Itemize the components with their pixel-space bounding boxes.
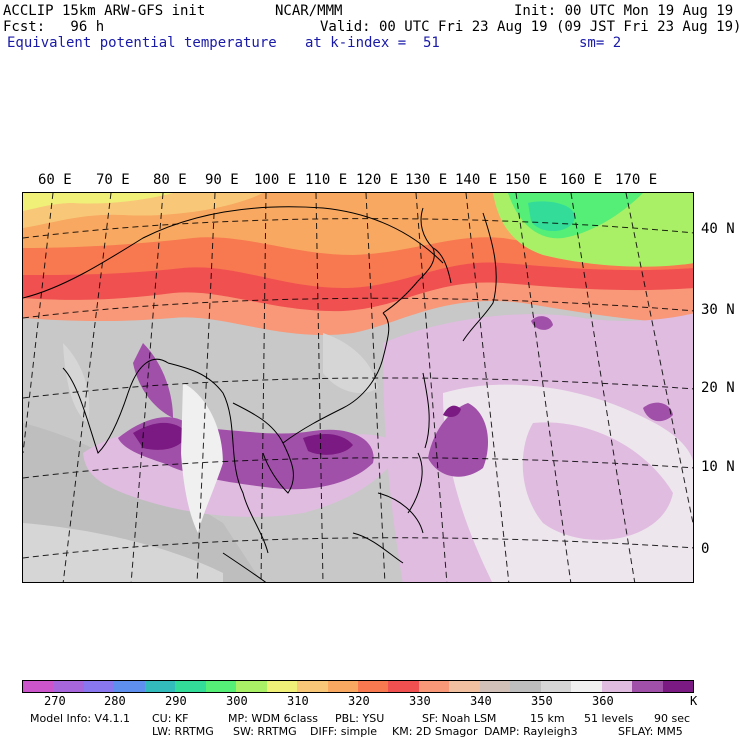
colorbar-swatch: [388, 681, 419, 692]
colorbar-swatch: [601, 681, 633, 692]
colorbar-swatch: [266, 681, 298, 692]
colorbar-swatch: [114, 681, 145, 692]
colorbar-tick: 280: [104, 694, 126, 708]
footer-mp: MP: WDM 6class: [228, 712, 318, 725]
footer-sflay: SFLAY: MM5: [618, 725, 683, 738]
colorbar-units: K: [690, 694, 698, 708]
footer-lw: LW: RRTMG: [152, 725, 214, 738]
colorbar-swatch: [510, 681, 541, 692]
lat-label: 30 N: [701, 302, 735, 318]
footer-model-info: Model Info: V4.1.1: [30, 712, 131, 725]
footer-km: KM: 2D Smagor: [392, 725, 478, 738]
lon-label: 120 E: [356, 172, 399, 188]
lon-label: 70 E: [96, 172, 130, 188]
lat-label: 0: [701, 541, 710, 557]
colorbar: [22, 680, 694, 693]
field-name: Equivalent potential temperature: [7, 35, 277, 51]
colorbar-swatch: [236, 681, 267, 692]
lon-label: 150 E: [505, 172, 548, 188]
colorbar-tick: 350: [531, 694, 553, 708]
lon-label: 140 E: [455, 172, 498, 188]
colorbar-swatch: [83, 681, 115, 692]
colorbar-swatch: [357, 681, 389, 692]
lon-label: 90 E: [205, 172, 239, 188]
footer-levels: 51 levels: [584, 712, 634, 725]
lon-label: 110 E: [305, 172, 348, 188]
colorbar-swatch: [662, 681, 693, 692]
colorbar-swatch: [632, 681, 663, 692]
model-title: ACCLIP 15km ARW-GFS init: [3, 3, 206, 19]
footer-cu: CU: KF: [152, 712, 189, 725]
colorbar-tick: 330: [409, 694, 431, 708]
colorbar-swatch: [479, 681, 511, 692]
colorbar-swatch: [327, 681, 358, 692]
lat-label: 20 N: [701, 380, 735, 396]
footer-sw: SW: RRTMG: [233, 725, 297, 738]
footer-timestep: 90 sec: [654, 712, 691, 725]
colorbar-tick: 290: [165, 694, 187, 708]
colorbar-swatch: [449, 681, 480, 692]
colorbar-swatch: [175, 681, 206, 692]
lat-label: 10 N: [701, 459, 735, 475]
lon-label: 60 E: [38, 172, 72, 188]
colorbar-swatch: [297, 681, 328, 692]
colorbar-tick: 270: [44, 694, 66, 708]
theta-e-field: [23, 193, 693, 582]
colorbar-swatch: [144, 681, 176, 692]
init-time: Init: 00 UTC Mon 19 Aug 19: [514, 3, 734, 19]
lat-label: 40 N: [701, 221, 735, 237]
forecast-hour: Fcst: 96 h: [3, 19, 105, 35]
colorbar-swatch: [571, 681, 602, 692]
map-panel: [22, 192, 694, 583]
lon-label: 80 E: [153, 172, 187, 188]
colorbar-tick: 320: [348, 694, 370, 708]
footer-pbl: PBL: YSU: [335, 712, 385, 725]
colorbar-tick: 310: [287, 694, 309, 708]
colorbar-swatch: [540, 681, 572, 692]
colorbar-tick: 340: [470, 694, 492, 708]
colorbar-tick: 360: [592, 694, 614, 708]
footer-diff: DIFF: simple: [310, 725, 378, 738]
colorbar-swatch: [205, 681, 237, 692]
lon-label: 170 E: [615, 172, 658, 188]
valid-time: Valid: 00 UTC Fri 23 Aug 19 (09 JST Fri …: [320, 19, 740, 35]
colorbar-swatch: [53, 681, 84, 692]
smoothing: sm= 2: [579, 35, 622, 51]
colorbar-tick: 300: [226, 694, 248, 708]
lon-label: 100 E: [254, 172, 297, 188]
footer-damp: DAMP: Rayleigh3: [484, 725, 578, 738]
lon-label: 130 E: [405, 172, 448, 188]
level-index: at k-index = 51: [305, 35, 440, 51]
colorbar-swatch: [418, 681, 450, 692]
colorbar-swatch: [23, 681, 54, 692]
footer-resolution: 15 km: [530, 712, 565, 725]
lon-label: 160 E: [560, 172, 603, 188]
center-label: NCAR/MMM: [275, 3, 343, 19]
footer-sf: SF: Noah LSM: [422, 712, 497, 725]
